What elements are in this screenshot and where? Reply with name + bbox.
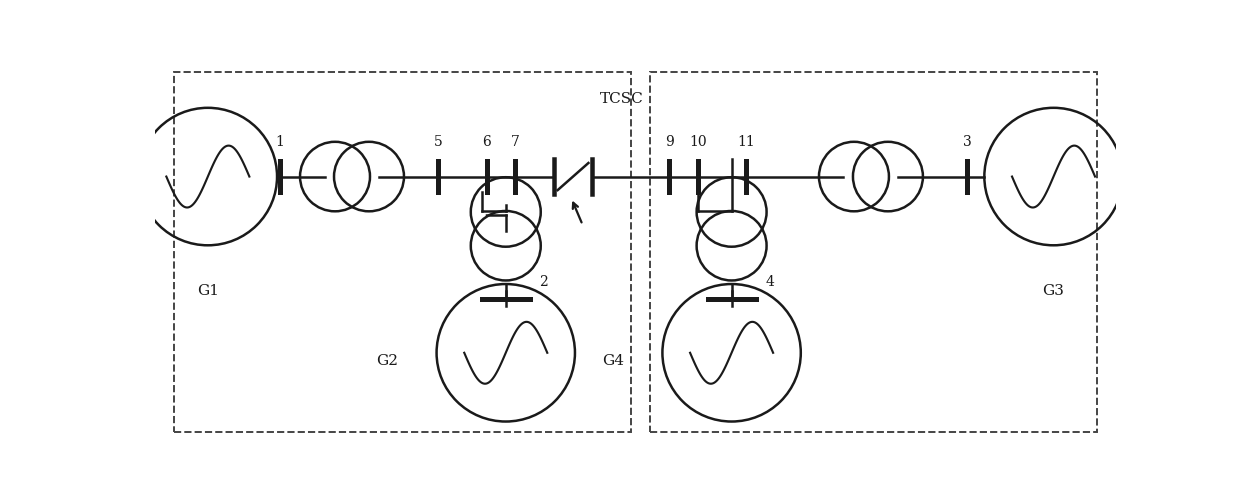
Bar (650, 72, 1096, 432)
Text: 4: 4 (765, 275, 774, 289)
Text: 10: 10 (689, 135, 707, 149)
Text: 7: 7 (511, 135, 520, 149)
Text: 3: 3 (962, 135, 971, 149)
Text: 2: 2 (539, 275, 548, 289)
Text: 1: 1 (275, 135, 284, 149)
Text: TCSC: TCSC (600, 92, 644, 106)
Text: 6: 6 (482, 135, 491, 149)
Text: G2: G2 (376, 354, 398, 368)
Text: G4: G4 (601, 354, 624, 368)
Text: 11: 11 (737, 135, 755, 149)
Text: G3: G3 (1043, 284, 1064, 298)
Text: G1: G1 (197, 284, 218, 298)
Text: 5: 5 (434, 135, 443, 149)
Text: 9: 9 (665, 135, 673, 149)
Bar (174, 72, 631, 432)
